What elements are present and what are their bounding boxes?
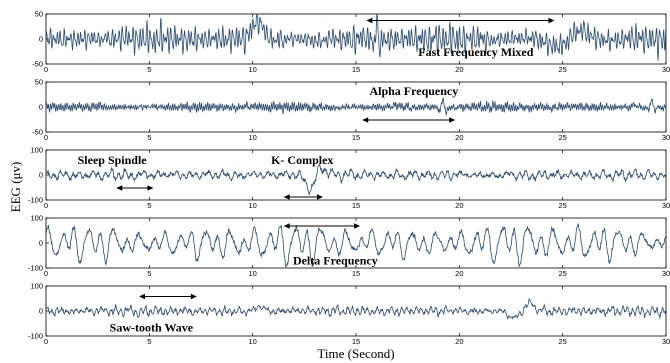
x-tick-label: 25	[558, 269, 566, 278]
x-tick-label: 30	[662, 337, 670, 346]
x-tick-label: 10	[248, 201, 256, 210]
y-tick-label: 100	[30, 282, 43, 291]
x-tick-label: 25	[558, 65, 566, 74]
annotation-label: Saw-tooth Wave	[110, 321, 194, 335]
arrow-head-left	[366, 17, 373, 24]
x-tick-label: 10	[248, 269, 256, 278]
y-tick-label: -50	[32, 60, 43, 69]
arrow-head-right	[147, 185, 154, 191]
x-tick-label: 25	[558, 133, 566, 142]
y-axis-label: EEG (μv)	[8, 162, 23, 213]
x-tick-label: 15	[352, 133, 360, 142]
annotation-label: Sleep Spindle	[78, 153, 148, 167]
y-tick-label: 50	[35, 10, 43, 19]
x-tick-label: 0	[44, 133, 48, 142]
arrow-head-right	[190, 293, 197, 300]
arrow-head-right	[548, 17, 555, 24]
annotation-arrow	[362, 117, 456, 123]
eeg-trace-spindle	[45, 163, 667, 196]
eeg-trace-fast	[45, 14, 667, 61]
annotation-label: K- Complex	[271, 153, 333, 167]
x-tick-label: 30	[662, 269, 670, 278]
x-tick-label: 10	[248, 337, 256, 346]
x-tick-label: 15	[352, 201, 360, 210]
y-tick-label: -100	[28, 196, 43, 205]
y-tick-label: 100	[30, 146, 43, 155]
y-tick-label: 0	[39, 239, 43, 248]
x-tick-label: 30	[662, 65, 670, 74]
x-tick-label: 5	[147, 337, 151, 346]
y-tick-label: 0	[39, 103, 43, 112]
x-tick-label: 10	[248, 65, 256, 74]
x-tick-label: 20	[455, 337, 463, 346]
y-tick-label: -50	[32, 128, 43, 137]
x-tick-label: 25	[558, 337, 566, 346]
y-tick-label: -100	[28, 264, 43, 273]
y-tick-label: 0	[39, 171, 43, 180]
x-tick-label: 0	[44, 269, 48, 278]
annotation-arrow	[139, 293, 197, 300]
eeg-trace-delta	[45, 222, 667, 268]
y-tick-label: 0	[39, 307, 43, 316]
arrow-head-right	[354, 223, 361, 229]
x-tick-label: 0	[44, 201, 48, 210]
y-tick-label: 50	[35, 78, 43, 87]
x-tick-label: 25	[558, 201, 566, 210]
annotation-arrow	[366, 17, 555, 24]
x-tick-label: 5	[147, 65, 151, 74]
y-tick-label: 100	[30, 214, 43, 223]
x-tick-label: 20	[455, 65, 463, 74]
annotation-arrow	[116, 185, 154, 191]
arrow-head-right	[449, 117, 456, 123]
x-tick-label: 15	[352, 65, 360, 74]
x-tick-label: 5	[147, 201, 151, 210]
annotation-arrow	[283, 223, 361, 229]
x-tick-label: 20	[455, 133, 463, 142]
arrow-head-right	[316, 194, 323, 200]
annotation-label: Alpha Frequency	[369, 84, 458, 98]
annotation-arrow	[283, 194, 323, 200]
annotation-label: Fast Frequency Mixed	[418, 45, 533, 59]
arrow-head-left	[116, 185, 123, 191]
y-tick-label: 0	[39, 35, 43, 44]
x-tick-label: 0	[44, 337, 48, 346]
arrow-head-left	[283, 223, 290, 229]
x-tick-label: 15	[352, 269, 360, 278]
y-tick-label: -100	[28, 332, 43, 341]
x-axis-label: Time (Second)	[317, 346, 394, 361]
x-tick-label: 20	[455, 269, 463, 278]
x-tick-label: 10	[248, 133, 256, 142]
x-tick-label: 5	[147, 133, 151, 142]
arrow-head-left	[362, 117, 369, 123]
x-tick-label: 30	[662, 133, 670, 142]
annotation-label: Delta Frequency	[293, 254, 378, 268]
eeg-trace-alpha	[45, 97, 667, 116]
arrow-head-left	[139, 293, 145, 300]
x-tick-label: 15	[352, 337, 360, 346]
eeg-trace-sawtooth	[45, 297, 667, 320]
arrow-head-left	[283, 194, 290, 200]
x-tick-label: 30	[662, 201, 670, 210]
x-tick-label: 5	[147, 269, 151, 278]
x-tick-label: 20	[455, 201, 463, 210]
x-tick-label: 0	[44, 65, 48, 74]
